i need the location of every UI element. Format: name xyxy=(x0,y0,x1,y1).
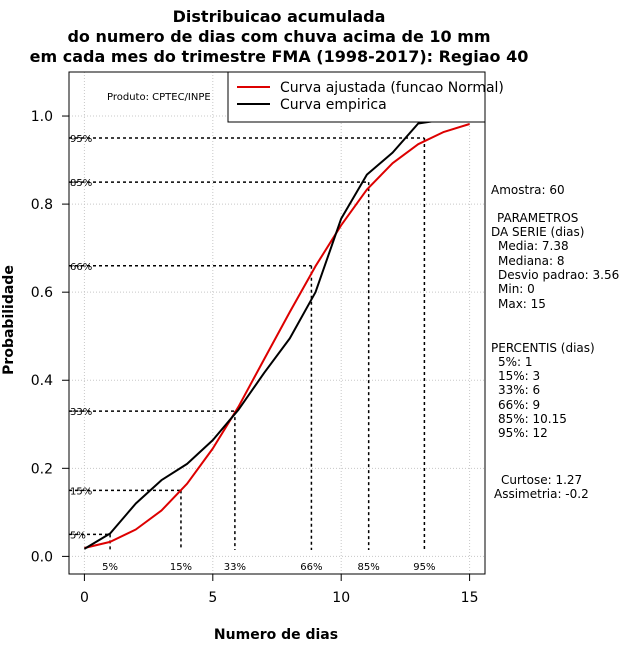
y-tick-label: 1.0 xyxy=(31,109,53,125)
sample-size: Amostra: 60 xyxy=(491,183,565,197)
legend-label-empirical: Curva empirica xyxy=(280,97,387,113)
percentile-x-label: 15% xyxy=(170,562,192,573)
y-tick-label: 0.0 xyxy=(31,549,53,565)
percentil-66: 66%: 9 xyxy=(498,398,540,412)
series-lines xyxy=(83,115,470,550)
y-tick-label: 0.6 xyxy=(31,285,53,301)
param-mean: Media: 7.38 xyxy=(498,239,569,253)
x-tick-label: 15 xyxy=(461,590,479,606)
param-max: Max: 15 xyxy=(498,297,546,311)
percentile-y-label: 15% xyxy=(70,486,92,497)
legend: Curva ajustada (funcao Normal) Curva emp… xyxy=(227,71,504,123)
kurtosis: Curtose: 1.27 xyxy=(501,473,582,487)
percentil-33: 33%: 6 xyxy=(498,383,540,397)
percentil-15: 15%: 3 xyxy=(498,369,540,383)
skewness: Assimetria: -0.2 xyxy=(494,487,589,501)
percentile-x-label: 5% xyxy=(102,562,118,573)
percentile-y-label: 95% xyxy=(70,134,92,145)
params-title-1: PARAMETROS xyxy=(497,211,578,225)
percentile-x-label: 66% xyxy=(300,562,322,573)
percentile-x-label: 85% xyxy=(358,562,380,573)
y-tick-label: 0.2 xyxy=(31,461,53,477)
legend-label-fitted: Curva ajustada (funcao Normal) xyxy=(280,80,504,96)
empirical-curve xyxy=(83,115,470,550)
percentile-y-label: 85% xyxy=(70,178,92,189)
percentile-y-label: 33% xyxy=(70,407,92,418)
percentis-title: PERCENTIS (dias) xyxy=(491,341,595,355)
chart-title-line-1: Distribuicao acumulada xyxy=(173,7,386,26)
grid-lines xyxy=(69,72,485,574)
axis-ticks: 0 5 10 15 0.0 0.2 0.4 0.6 0.8 1.0 xyxy=(31,109,479,606)
chart-title-line-2: do numero de dias com chuva acima de 10 … xyxy=(67,27,490,46)
percentile-x-label: 33% xyxy=(224,562,246,573)
percentil-85: 85%: 10.15 xyxy=(498,412,567,426)
percentil-95: 95%: 12 xyxy=(498,426,548,440)
param-min: Min: 0 xyxy=(498,282,535,296)
legend-box xyxy=(227,71,486,123)
param-median: Mediana: 8 xyxy=(498,254,565,268)
percentile-y-label: 5% xyxy=(70,530,86,541)
y-tick-label: 0.4 xyxy=(31,373,53,389)
percentile-y-label: 66% xyxy=(70,262,92,273)
percentil-5: 5%: 1 xyxy=(498,355,533,369)
y-axis-title: Probabilidade xyxy=(1,265,17,375)
x-tick-label: 5 xyxy=(208,590,217,606)
plot-frame xyxy=(68,71,486,575)
param-stddev: Desvio padrao: 3.56 xyxy=(498,268,619,282)
percentile-x-label: 95% xyxy=(413,562,435,573)
x-tick-label: 10 xyxy=(332,590,350,606)
product-label: Produto: CPTEC/INPE xyxy=(107,92,211,103)
params-title-2: DA SERIE (dias) xyxy=(491,225,584,239)
y-tick-label: 0.8 xyxy=(31,197,53,213)
fitted-normal-curve xyxy=(84,123,470,549)
x-axis-title: Numero de dias xyxy=(214,627,338,643)
x-tick-label: 0 xyxy=(80,590,89,606)
chart-title-line-3: em cada mes do trimestre FMA (1998-2017)… xyxy=(30,47,529,66)
side-panel: Amostra: 60 PARAMETROS DA SERIE (dias) M… xyxy=(491,183,619,501)
percentile-lines: 5% 5% 15% 15% 33% 33% 66% 66% 85% 85% 95% 95% xyxy=(69,134,436,573)
